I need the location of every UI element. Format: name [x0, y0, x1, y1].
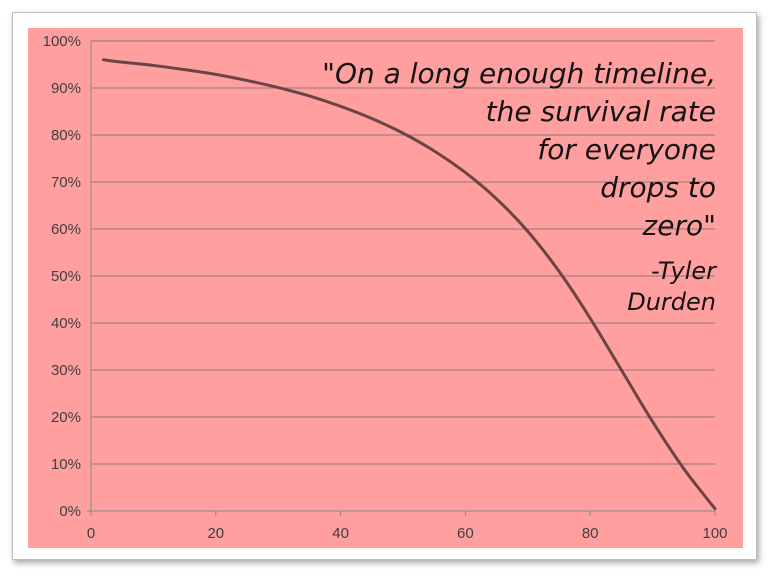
y-tick-label: 10% [51, 456, 81, 473]
quote-annotation: "On a long enough timeline, the survival … [322, 57, 718, 316]
x-tick-labels: 0 20 40 60 80 100 [87, 525, 728, 542]
quote-line: drops to [600, 171, 716, 204]
y-tick-label: 90% [51, 80, 81, 97]
x-tick-label: 20 [207, 525, 224, 542]
quote-line: zero" [642, 209, 716, 242]
attribution-line: Durden [627, 288, 716, 316]
y-tick-label: 0% [59, 503, 81, 520]
chart-frame: 0% 10% 20% 30% 40% 50% 60% 70% 80% 90% 100% 0 20 40 6… [12, 12, 757, 560]
y-tick-label: 80% [51, 127, 81, 144]
quote-line: "On a long enough timeline, [322, 57, 716, 90]
y-tick-label: 60% [51, 221, 81, 238]
y-tick-label: 30% [51, 362, 81, 379]
survival-chart: 0% 10% 20% 30% 40% 50% 60% 70% 80% 90% 100% 0 20 40 6… [28, 28, 743, 548]
gridlines [91, 40, 715, 465]
y-tick-label: 70% [51, 174, 81, 191]
y-tick-label: 100% [43, 33, 81, 50]
y-tick-label: 20% [51, 409, 81, 426]
x-tick-label: 40 [332, 525, 349, 542]
y-tick-labels: 0% 10% 20% 30% 40% 50% 60% 70% 80% 90% 100% [43, 33, 81, 520]
y-tick-label: 50% [51, 268, 81, 285]
survival-curve [101, 58, 717, 511]
y-tick-label: 40% [51, 315, 81, 332]
attribution-line: -Tyler [651, 257, 718, 285]
quote-line: the survival rate [486, 95, 716, 128]
series-layer [101, 58, 717, 511]
x-tick-label: 60 [457, 525, 474, 542]
plot-background [28, 28, 743, 548]
axes [87, 41, 716, 516]
x-tick-label: 80 [582, 525, 599, 542]
x-tick-label: 100 [702, 525, 727, 542]
x-tick-label: 0 [87, 525, 95, 542]
quote-line: for everyone [537, 133, 716, 166]
